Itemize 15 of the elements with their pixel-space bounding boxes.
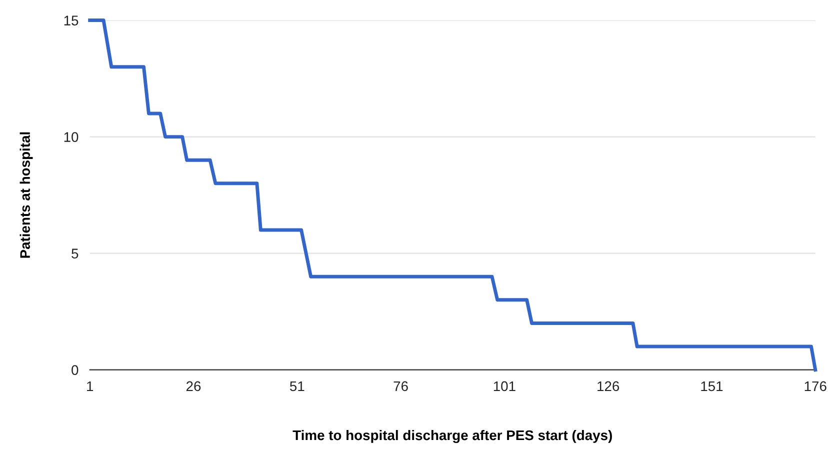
x-tick-label: 26: [186, 381, 201, 392]
y-tick-label: 15: [64, 16, 78, 26]
x-axis-title: Time to hospital discharge after PES start (days): [292, 430, 612, 443]
x-tick-label: 126: [598, 381, 620, 392]
y-axis-title: Patients at hospital: [20, 132, 33, 258]
x-tick-label: 51: [290, 381, 304, 392]
y-tick-label: 10: [64, 132, 78, 142]
x-tick-label: 176: [804, 381, 826, 392]
x-tick-label: 1: [87, 381, 94, 391]
x-tick-label: 101: [494, 381, 516, 392]
line-series: [88, 18, 818, 372]
x-tick-label: 76: [394, 381, 408, 392]
x-tick-label: 151: [701, 381, 723, 392]
y-tick-label: 5: [72, 248, 78, 258]
y-tick-label: 0: [72, 365, 78, 375]
